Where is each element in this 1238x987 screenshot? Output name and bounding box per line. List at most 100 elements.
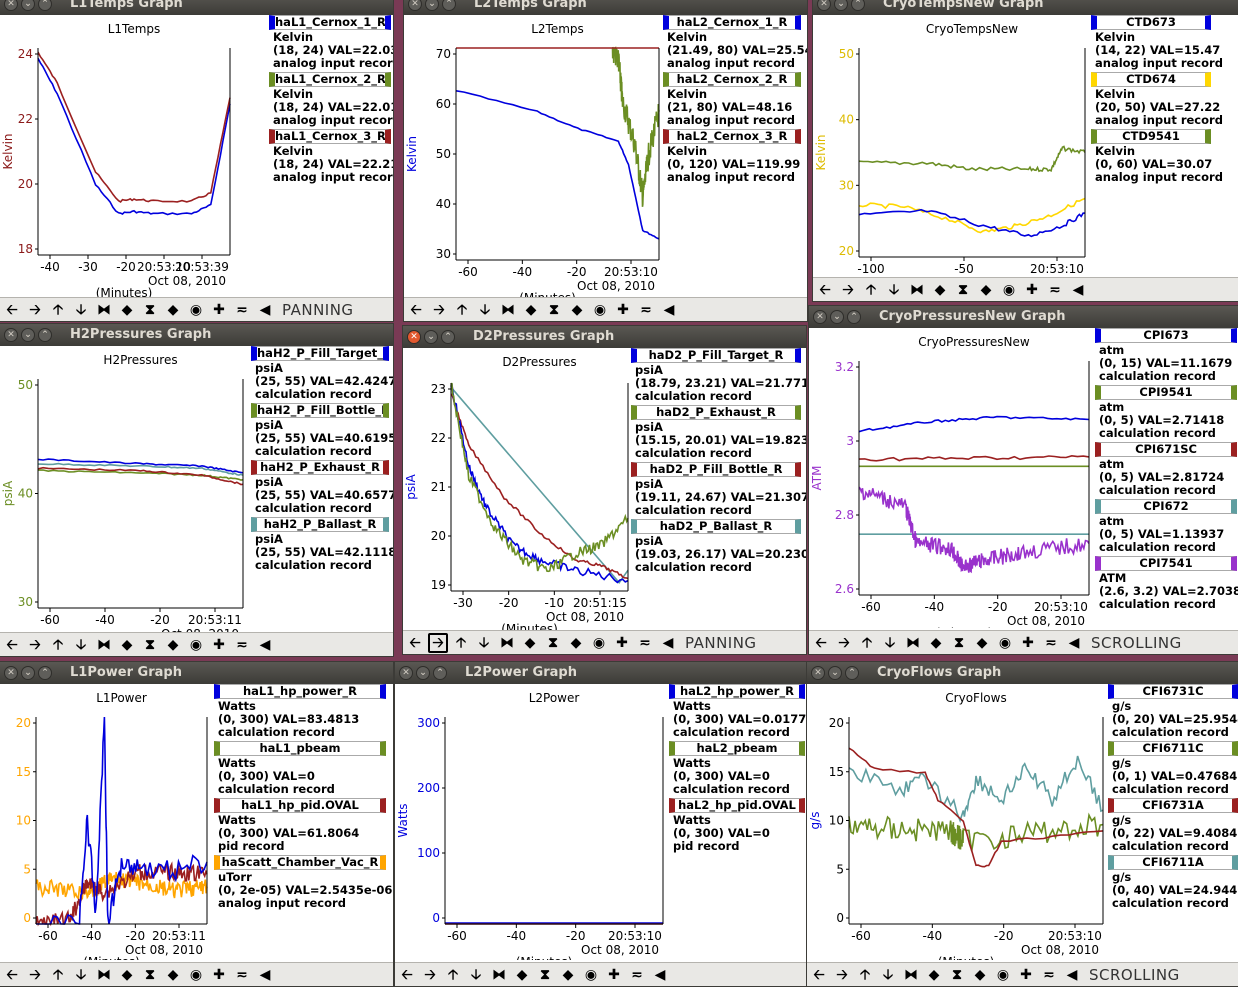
zoom-in-x-icon[interactable]: ⧓ bbox=[501, 301, 515, 318]
window-close-button[interactable]: ✕ bbox=[817, 0, 831, 11]
pan-scroll-icon[interactable]: ◀ bbox=[259, 301, 271, 318]
zoom-in-x-icon[interactable]: ⧓ bbox=[97, 636, 111, 653]
pan-scroll-icon[interactable]: ◀ bbox=[259, 636, 271, 653]
zoom-in-y-icon[interactable]: ⧗ bbox=[548, 634, 558, 651]
window-close-button[interactable]: ✕ bbox=[407, 330, 421, 344]
zoom-reset-icon[interactable]: ◉ bbox=[592, 634, 606, 651]
crosshair-icon[interactable]: ✚ bbox=[616, 634, 628, 651]
graph-window-h2press[interactable]: ✕ ⌄ ⌃ H2Pressures Graph H2Pressures 50 40 30 psi… bbox=[0, 323, 394, 657]
graph-window-l1temps[interactable]: ✕ ⌄ ⌃ L1Temps Graph L1Temps 24 22 20 18 Kelvin -40… bbox=[0, 0, 394, 322]
pan-scroll-icon[interactable]: ◀ bbox=[259, 966, 271, 983]
plot-area[interactable]: CryoPressuresNew 3.2 3 2.8 2.6 ATM -60 -40 -20 20… bbox=[809, 328, 1093, 628]
pv-name-button[interactable]: CPI672 bbox=[1095, 499, 1237, 514]
zoom-out-x-icon[interactable]: ◆ bbox=[928, 966, 940, 983]
autoscale-icon[interactable]: ≂ bbox=[640, 301, 652, 318]
autoscale-icon[interactable]: ≂ bbox=[1043, 966, 1055, 983]
zoom-in-x-icon[interactable]: ⧓ bbox=[492, 966, 506, 983]
pv-name-button[interactable]: haL1_pbeam bbox=[214, 741, 386, 756]
zoom-reset-icon[interactable]: ◉ bbox=[593, 301, 607, 318]
pv-name-button[interactable]: haL2_Cernox_3_R bbox=[663, 129, 801, 144]
plot-area[interactable]: H2Pressures 50 40 30 psiA -60 -40 -20 20:53:11Oc… bbox=[0, 346, 248, 636]
window-maximize-button[interactable]: ⌃ bbox=[38, 0, 52, 11]
zoom-in-y-icon[interactable]: ⧗ bbox=[145, 966, 155, 983]
pv-name-button[interactable]: haL1_hp_pid.OVAL bbox=[214, 798, 386, 813]
pv-name-button[interactable]: haD2_P_Fill_Bottle_R bbox=[631, 462, 801, 477]
zoom-out-y-icon[interactable]: ◆ bbox=[562, 966, 574, 983]
window-maximize-button[interactable]: ⌃ bbox=[433, 666, 447, 680]
arrow-down-icon[interactable]: 🡣 bbox=[75, 301, 87, 318]
zoom-out-y-icon[interactable]: ◆ bbox=[570, 634, 582, 651]
arrow-left-icon[interactable]: 🡠 bbox=[815, 634, 827, 651]
chart-svg[interactable]: L2Power 300 200 100 0 Watts -60 -40 -20 20:53:10O… bbox=[395, 684, 667, 960]
arrow-up-icon[interactable]: 🡡 bbox=[861, 634, 873, 651]
window-minimize-button[interactable]: ⌄ bbox=[834, 0, 848, 11]
arrow-right-icon[interactable]: 🡢 bbox=[29, 966, 41, 983]
zoom-in-x-icon[interactable]: ⧓ bbox=[500, 634, 514, 651]
zoom-in-y-icon[interactable]: ⧗ bbox=[145, 301, 155, 318]
pv-name-button[interactable]: CFI6711A bbox=[1108, 855, 1238, 870]
arrow-left-icon[interactable]: 🡠 bbox=[6, 636, 18, 653]
zoom-reset-icon[interactable]: ◉ bbox=[998, 634, 1012, 651]
pv-name-button[interactable]: haL2_Cernox_1_R bbox=[663, 15, 801, 30]
window-maximize-button[interactable]: ⌃ bbox=[441, 330, 455, 344]
graph-window-cryoflows[interactable]: ✕ ⌄ ⌃ CryoFlows Graph CryoFlows 20 15 10 5 0 g/s -6… bbox=[806, 661, 1238, 987]
plot-area[interactable]: L2Power 300 200 100 0 Watts -60 -40 -20 20:53:10 O… bbox=[395, 684, 667, 960]
window-close-button[interactable]: ✕ bbox=[4, 328, 18, 342]
window-titlebar[interactable]: ✕ ⌄ ⌃ CryoPressuresNew Graph bbox=[809, 306, 1238, 328]
pv-name-button[interactable]: haD2_P_Fill_Target_R bbox=[631, 348, 801, 363]
zoom-out-x-icon[interactable]: ◆ bbox=[121, 966, 133, 983]
pv-name-button[interactable]: CFI6711C bbox=[1108, 741, 1238, 756]
pv-name-button[interactable]: CPI673 bbox=[1095, 328, 1237, 343]
zoom-in-x-icon[interactable]: ⧓ bbox=[97, 301, 111, 318]
arrow-down-icon[interactable]: 🡣 bbox=[479, 301, 491, 318]
plot-area[interactable]: L2Temps 70 60 50 40 30 Kelvin -60 -40 -20 20:53:10… bbox=[404, 15, 664, 305]
pv-name-button[interactable]: haH2_P_Ballast_R bbox=[251, 517, 389, 532]
autoscale-icon[interactable]: ≂ bbox=[236, 301, 248, 318]
autoscale-icon[interactable]: ≂ bbox=[236, 636, 248, 653]
window-titlebar[interactable]: ✕ ⌄ ⌃ L2Power Graph bbox=[395, 662, 807, 684]
arrow-right-icon[interactable]: 🡢 bbox=[29, 636, 41, 653]
pv-name-button[interactable]: CTD673 bbox=[1091, 15, 1211, 30]
zoom-out-y-icon[interactable]: ◆ bbox=[571, 301, 583, 318]
zoom-in-y-icon[interactable]: ⧗ bbox=[954, 634, 964, 651]
window-titlebar[interactable]: ✕ ⌄ ⌃ D2Pressures Graph bbox=[403, 326, 806, 348]
crosshair-icon[interactable]: ✚ bbox=[617, 301, 629, 318]
arrow-down-icon[interactable]: 🡣 bbox=[888, 281, 900, 298]
pv-name-button[interactable]: haL2_pbeam bbox=[669, 741, 805, 756]
zoom-in-y-icon[interactable]: ⧗ bbox=[958, 281, 968, 298]
zoom-in-y-icon[interactable]: ⧗ bbox=[549, 301, 559, 318]
arrow-down-icon[interactable]: 🡣 bbox=[884, 634, 896, 651]
pv-name-button[interactable]: CPI9541 bbox=[1095, 385, 1237, 400]
window-close-button[interactable]: ✕ bbox=[811, 666, 825, 680]
window-close-button[interactable]: ✕ bbox=[399, 666, 413, 680]
plot-area[interactable]: D2Pressures 23 22 21 20 19 psiA -30 -20 -10 20:51:… bbox=[403, 348, 631, 630]
zoom-out-y-icon[interactable]: ◆ bbox=[980, 281, 992, 298]
window-minimize-button[interactable]: ⌄ bbox=[416, 666, 430, 680]
pv-name-button[interactable]: haScatt_Chamber_Vac_R bbox=[214, 855, 386, 870]
chart-svg[interactable]: H2Pressures 50 40 30 psiA -60 -40 -20 20:53:11Oc… bbox=[0, 346, 248, 636]
window-close-button[interactable]: ✕ bbox=[4, 666, 18, 680]
pv-name-button[interactable]: haL1_Cernox_1_R bbox=[269, 15, 391, 30]
graph-window-l2power[interactable]: ✕ ⌄ ⌃ L2Power Graph L2Power 300 200 100 0 Watts -6… bbox=[394, 661, 808, 987]
pv-name-button[interactable]: haL1_Cernox_3_R bbox=[269, 129, 391, 144]
arrow-right-icon[interactable]: 🡢 bbox=[428, 632, 448, 653]
window-close-button[interactable]: ✕ bbox=[408, 0, 422, 11]
pv-name-button[interactable]: CFI6731C bbox=[1108, 684, 1238, 699]
zoom-reset-icon[interactable]: ◉ bbox=[189, 636, 203, 653]
window-maximize-button[interactable]: ⌃ bbox=[38, 666, 52, 680]
window-maximize-button[interactable]: ⌃ bbox=[847, 310, 861, 324]
zoom-out-y-icon[interactable]: ◆ bbox=[167, 301, 179, 318]
crosshair-icon[interactable]: ✚ bbox=[1020, 966, 1032, 983]
arrow-right-icon[interactable]: 🡢 bbox=[29, 301, 41, 318]
arrow-up-icon[interactable]: 🡡 bbox=[52, 636, 64, 653]
pan-scroll-icon[interactable]: ◀ bbox=[1066, 966, 1078, 983]
pv-name-button[interactable]: haL2_hp_power_R bbox=[669, 684, 805, 699]
window-minimize-button[interactable]: ⌄ bbox=[21, 0, 35, 11]
arrow-down-icon[interactable]: 🡣 bbox=[75, 966, 87, 983]
chart-svg[interactable]: L2Temps 70 60 50 40 30 Kelvin -60 -40 -20 20:53:10… bbox=[404, 15, 664, 305]
window-minimize-button[interactable]: ⌄ bbox=[425, 0, 439, 11]
window-minimize-button[interactable]: ⌄ bbox=[828, 666, 842, 680]
arrow-up-icon[interactable]: 🡡 bbox=[456, 301, 468, 318]
window-maximize-button[interactable]: ⌃ bbox=[442, 0, 456, 11]
